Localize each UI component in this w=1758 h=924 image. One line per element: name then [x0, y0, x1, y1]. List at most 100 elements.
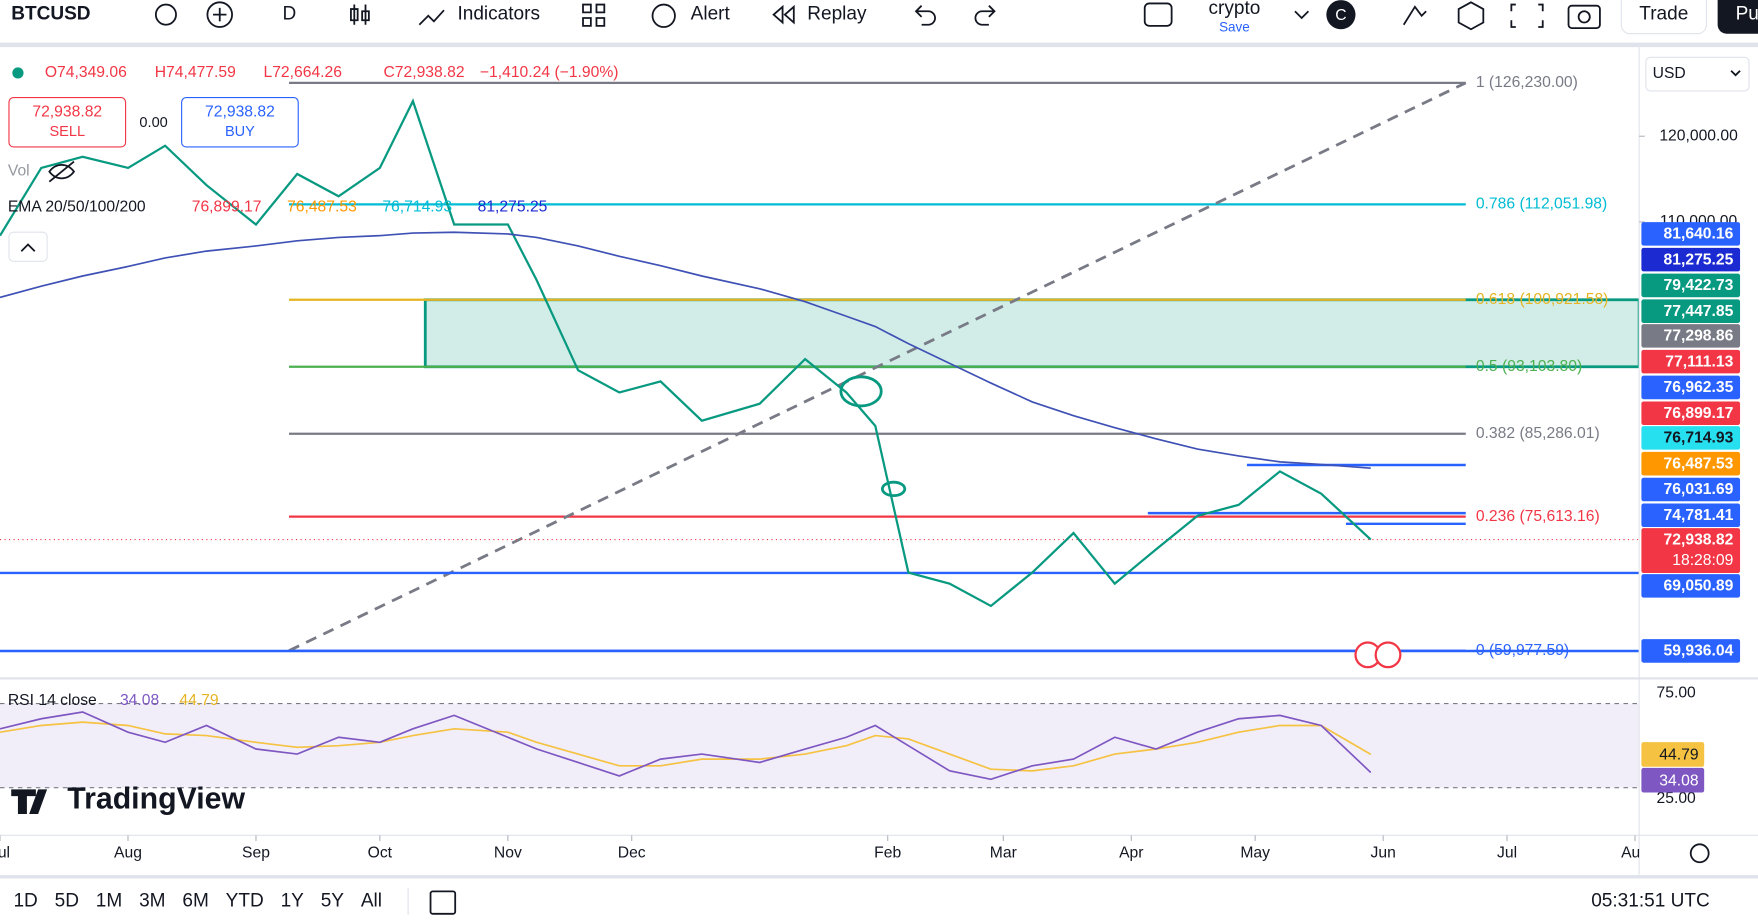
collapse-button[interactable] [8, 231, 48, 262]
alert-button[interactable]: Alert [691, 4, 731, 25]
clock[interactable]: 05:31:51 UTC [1591, 891, 1710, 912]
ohlc-change: −1,410.24 (−1.90%) [480, 64, 619, 81]
price-label: 77,298.86 [1664, 328, 1734, 345]
chart-type-icon[interactable] [350, 4, 370, 25]
toolbar-bg [0, 0, 1758, 45]
fib-zone [423, 298, 1640, 369]
layout-name[interactable]: crypto [1208, 0, 1260, 19]
price-label-bg [1641, 451, 1741, 476]
price-label-bg [1641, 401, 1741, 426]
replay-button[interactable]: Replay [807, 4, 867, 25]
logo-mark [11, 789, 48, 815]
templates-icon[interactable] [582, 3, 606, 27]
buy-label: BUY [225, 124, 255, 140]
watch-icon[interactable] [154, 3, 177, 26]
trend-line [288, 81, 1467, 652]
range-button[interactable]: 1M [96, 891, 122, 912]
price-label: 81,275.25 [1664, 251, 1734, 268]
price-label: 74,781.41 [1664, 507, 1734, 524]
trade-button[interactable]: Trade [1639, 4, 1688, 25]
price-label: 72,938.82 [1664, 532, 1734, 549]
ohlc-close: C72,938.82 [383, 64, 464, 81]
replay-icon[interactable] [772, 4, 795, 25]
ema-title: EMA 20/50/100/200 [8, 199, 146, 216]
add-symbol-icon[interactable] [206, 1, 233, 28]
price-label: 76,714.93 [1664, 430, 1734, 447]
interval[interactable]: D [283, 4, 297, 25]
time-axis: JulAugSepOctNovDec2026FebMarAprMayJunJul… [0, 835, 1649, 861]
range-button[interactable]: All [361, 891, 382, 912]
ohlc-open: O74,349.06 [45, 64, 127, 81]
indicators-button[interactable]: Indicators [457, 4, 540, 25]
price-label: 69,050.89 [1664, 578, 1734, 595]
spread: 0.00 [139, 115, 167, 131]
circle-annotation [880, 480, 907, 498]
save-label[interactable]: Save [1219, 20, 1250, 35]
x-tick-label: Aug [1621, 844, 1649, 861]
indicators-icon[interactable] [418, 9, 445, 26]
symbol[interactable]: BTCUSD [11, 4, 90, 25]
sell-label: SELL [49, 124, 85, 140]
undo-icon[interactable] [914, 5, 936, 26]
sell-button[interactable] [8, 97, 127, 148]
axis-settings-icon[interactable] [1689, 843, 1710, 864]
currency: USD [1653, 65, 1686, 82]
rsi-value-label: 34.08 [1659, 772, 1699, 789]
alert-icon[interactable] [651, 3, 676, 28]
currency-select[interactable] [1645, 56, 1750, 92]
avatar[interactable] [1326, 0, 1356, 30]
circle-annotation [839, 375, 883, 408]
price-label-bg [1641, 574, 1741, 598]
price-label-bg [1641, 247, 1741, 272]
volume-legend[interactable]: Vol [8, 163, 30, 180]
publish-button[interactable]: Pu [1736, 4, 1758, 25]
fib-label: 0.786 (112,051.98) [1476, 196, 1607, 213]
price-label-bg [1641, 349, 1741, 374]
x-tick-label: Nov [494, 844, 522, 861]
fib-label: 0.382 (85,286.01) [1476, 425, 1600, 442]
layout-menu-icon[interactable] [1294, 10, 1310, 20]
currency-chevron [1730, 70, 1741, 77]
status-dot [12, 67, 24, 79]
x-tick-label: Aug [114, 844, 142, 861]
range-button[interactable]: 1Y [281, 891, 305, 912]
range-button[interactable]: 5Y [321, 891, 345, 912]
quick-search-icon[interactable] [1402, 5, 1427, 26]
range-button[interactable]: 5D [55, 891, 79, 912]
event-icon[interactable] [1374, 641, 1402, 669]
range-button[interactable]: 6M [182, 891, 208, 912]
buy-button[interactable] [181, 97, 299, 148]
bar-countdown: 18:28:09 [1672, 552, 1733, 569]
snapshot-icon[interactable] [1567, 4, 1601, 30]
price-label-bg [1641, 299, 1741, 323]
fullscreen-icon[interactable] [1510, 3, 1544, 28]
fib-label: 0.618 (100,921.58) [1476, 291, 1609, 308]
redo-icon[interactable] [974, 5, 996, 26]
ema-20-value: 76,899.17 [192, 199, 262, 216]
x-tick-label: Oct [368, 844, 393, 861]
x-tick-label: Feb [874, 844, 901, 861]
price-label: 77,111.13 [1665, 353, 1733, 370]
x-tick-label: Jun [1371, 844, 1396, 861]
rsi-value-bg [1641, 742, 1705, 767]
trade-button-bg[interactable] [1620, 0, 1707, 35]
rsi-pane [0, 703, 1640, 789]
hidden-icon[interactable] [48, 160, 76, 183]
range-button[interactable]: YTD [226, 891, 264, 912]
range-button[interactable]: 1D [13, 891, 37, 912]
price-label-bg [1641, 222, 1741, 246]
price-label: 79,422.73 [1664, 277, 1734, 294]
settings-icon[interactable] [1457, 1, 1485, 31]
rsi-line [0, 711, 1372, 781]
buy-price: 72,938.82 [205, 103, 275, 120]
layout-icon[interactable] [1143, 2, 1173, 27]
price-label: 76,031.69 [1664, 481, 1734, 498]
range-button[interactable]: 3M [139, 891, 165, 912]
publish-button-bg[interactable] [1717, 0, 1758, 34]
price-label: 76,487.53 [1664, 455, 1734, 472]
x-tick-label: Jul [1497, 844, 1517, 861]
price-label-bg [1641, 528, 1741, 573]
goto-date-icon[interactable] [429, 890, 457, 915]
ohlc-high: H74,477.59 [155, 64, 236, 81]
